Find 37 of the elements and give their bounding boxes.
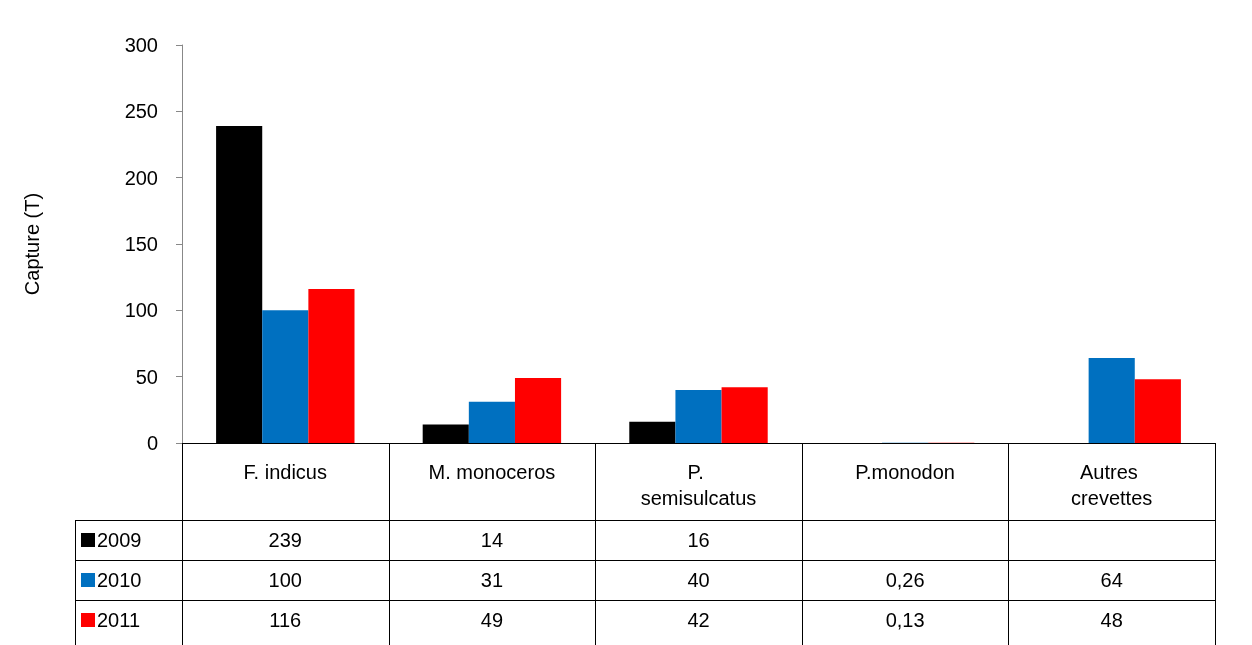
y-tick-label: 50	[135, 365, 158, 388]
y-tick-label: 300	[124, 34, 158, 56]
data-label: 31	[480, 569, 504, 591]
legend-label: 2009	[97, 529, 142, 551]
y-tick-label: 150	[124, 233, 158, 255]
bar	[308, 289, 355, 443]
bar	[721, 387, 768, 443]
y-axis-title: Capture (T)	[21, 192, 43, 296]
x-tick-label: F. indicus	[243, 461, 327, 483]
legend-label: 2011	[97, 609, 141, 631]
data-label: 16	[687, 529, 710, 551]
data-label: 64	[1100, 569, 1123, 591]
data-label: 0,13	[885, 609, 925, 631]
y-tick-label: 100	[124, 299, 158, 322]
bar	[1088, 358, 1135, 443]
data-label: 0,26	[885, 569, 925, 591]
y-tick-label: 250	[124, 100, 158, 123]
bar	[468, 401, 515, 443]
bar	[675, 389, 722, 443]
legend-label: 2010	[97, 569, 142, 591]
bar	[1134, 379, 1181, 443]
y-tick-label: 200	[124, 166, 158, 189]
data-label: 239	[268, 529, 302, 551]
x-tick-label: P. semisulcatus	[640, 461, 757, 509]
data-label: 49	[480, 609, 504, 631]
data-label: 116	[269, 609, 302, 631]
data-label: 48	[1100, 609, 1123, 631]
data-label: 42	[687, 609, 710, 631]
bar	[514, 377, 562, 443]
bar	[262, 310, 309, 443]
x-tick-label: Autres crevettes	[1071, 461, 1153, 509]
x-tick-label: P.monodon	[855, 461, 955, 483]
data-label: 100	[268, 569, 302, 591]
data-label: 40	[687, 569, 710, 591]
x-tick-label: M. monoceros	[428, 461, 556, 483]
data-label: 14	[480, 529, 504, 551]
y-tick-label: 0	[146, 432, 158, 454]
